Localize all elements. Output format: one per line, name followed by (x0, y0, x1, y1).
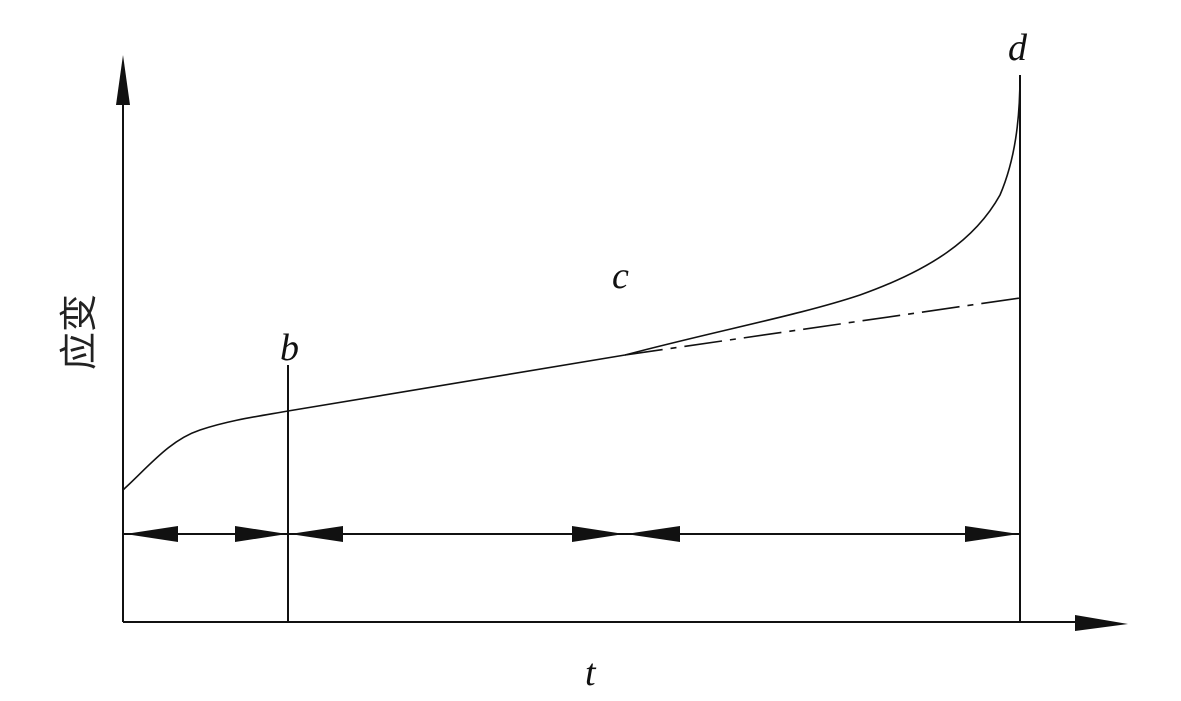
x-axis-label: t (585, 652, 597, 694)
label-d: d (1008, 27, 1028, 69)
x-axis-arrow-icon (1075, 615, 1128, 631)
secondary-extension-dashed (624, 297, 1021, 356)
label-c: c (612, 255, 629, 297)
arrow-right-icon (235, 526, 287, 542)
arrow-left-icon (290, 526, 343, 542)
arrow-right-icon (965, 526, 1019, 542)
arrow-left-icon (125, 526, 178, 542)
y-axis-arrow-icon (116, 55, 130, 105)
arrow-left-icon (626, 526, 680, 542)
label-b: b (280, 327, 299, 369)
arrow-right-icon (572, 526, 624, 542)
strain-curve (122, 74, 1021, 491)
y-axis-label: 应变 (57, 294, 101, 370)
